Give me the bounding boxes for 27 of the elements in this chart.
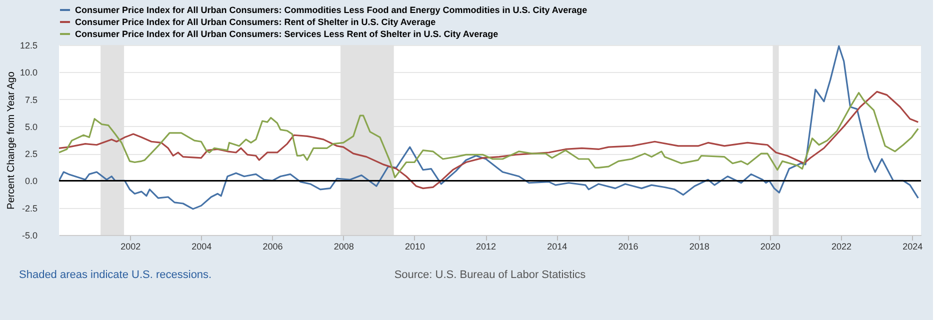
legend-label: Consumer Price Index for All Urban Consumers: Rent of Shelter in U.S. City Average — [75, 17, 436, 27]
x-tick-label: 2016 — [618, 242, 638, 252]
x-tick-label: 2020 — [760, 242, 780, 252]
y-tick-label: -5.0 — [22, 230, 38, 240]
y-tick-label: 12.5 — [20, 40, 38, 50]
line-series — [59, 45, 919, 210]
y-tick-label: -2.5 — [22, 203, 38, 214]
x-tick-label: 2002 — [120, 242, 141, 252]
x-tick-label: 2006 — [262, 242, 283, 252]
y-axis-title: Percent Change from Year Ago — [6, 71, 17, 210]
y-tick-label: 5.0 — [24, 122, 38, 132]
x-tick-label: 2008 — [334, 242, 354, 252]
source-note: Source: U.S. Bureau of Labor Statistics — [394, 269, 586, 281]
x-tick-label: 2018 — [689, 242, 710, 252]
x-tick-label: 2010 — [404, 242, 425, 252]
legend-label: Consumer Price Index for All Urban Consumers: Services Less Rent of Shelter in U.S. City Average — [75, 29, 498, 39]
x-tick-label: 2024 — [902, 242, 923, 252]
text: Shaded areas indicate U.S. recessions. — [19, 269, 212, 281]
legend-label: Consumer Price Index for All Urban Consumers: Commodities Less Food and Energy Commodities in U.S. City Average — [75, 5, 588, 15]
y-tick-label: 2.5 — [24, 149, 38, 160]
x-tick-label: 2012 — [476, 242, 496, 252]
x-tick-label: 2022 — [832, 242, 852, 252]
x-tick-label: 2014 — [547, 242, 568, 252]
y-tick-label: 7.5 — [24, 94, 38, 105]
y-tick-label: 0.0 — [24, 176, 38, 186]
y-tick-label: 10.0 — [20, 68, 38, 78]
x-tick-label: 2004 — [192, 242, 212, 252]
